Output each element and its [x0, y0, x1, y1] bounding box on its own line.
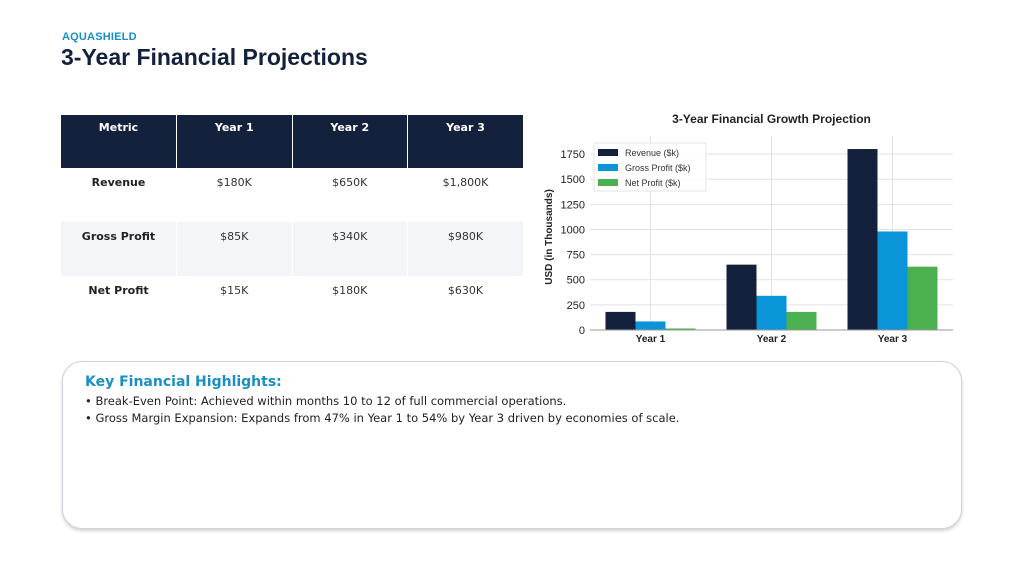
- table-row: Gross Profit $85K $340K $980K: [61, 222, 523, 276]
- financial-table: Metric Year 1 Year 2 Year 3 Revenue $180…: [61, 115, 523, 330]
- table-cell: $1,800K: [442, 176, 489, 189]
- bar: [635, 321, 666, 330]
- legend-swatch: [598, 164, 618, 171]
- row-label-gross-profit: Gross Profit: [61, 222, 177, 276]
- row-label-net-profit: Net Profit: [61, 276, 177, 330]
- y-tick-label: 1500: [561, 174, 585, 186]
- bar: [877, 231, 908, 330]
- table-cell: $15K: [176, 276, 293, 330]
- highlights-title: Key Financial Highlights:: [85, 374, 282, 390]
- header-year-3: Year 3: [407, 115, 523, 168]
- x-tick-label: Year 1: [636, 334, 666, 345]
- bar: [726, 264, 757, 330]
- header-metric: Metric: [61, 115, 177, 168]
- table-cell: $980K: [407, 222, 523, 276]
- table-cell: $180K: [176, 168, 293, 222]
- bar: [907, 266, 938, 330]
- row-label-revenue: Revenue: [61, 168, 177, 222]
- x-tick-label: Year 3: [878, 334, 908, 345]
- legend-label: Net Profit ($k): [625, 178, 681, 188]
- bar: [847, 149, 878, 330]
- table-cell: $650K: [292, 168, 408, 222]
- table-cell: $630K: [447, 284, 484, 297]
- legend-label: Gross Profit ($k): [625, 163, 691, 173]
- legend-swatch: [598, 149, 618, 156]
- bar: [786, 311, 817, 330]
- highlights-panel: Key Financial Highlights: • Break-Even P…: [62, 361, 962, 529]
- brand-label: AQUASHIELD: [62, 31, 137, 43]
- table-cell: $85K: [176, 222, 293, 276]
- chart-title: 3-Year Financial Growth Projection: [672, 112, 871, 126]
- table-row: Revenue $180K $650K $1,800K: [61, 168, 523, 222]
- bar: [756, 295, 787, 330]
- bar: [665, 328, 696, 330]
- y-tick-label: 1750: [561, 149, 585, 161]
- legend-label: Revenue ($k): [625, 148, 679, 158]
- header-year-2: Year 2: [292, 115, 408, 168]
- y-tick-label: 1000: [561, 224, 585, 236]
- table-row: Net Profit $15K $180K $630K: [61, 276, 523, 330]
- legend-swatch: [598, 179, 618, 186]
- bar: [605, 311, 636, 330]
- y-tick-label: 250: [567, 300, 585, 312]
- header-year-1: Year 1: [176, 115, 293, 168]
- x-tick-label: Year 2: [757, 334, 787, 345]
- y-tick-label: 0: [579, 325, 585, 337]
- highlight-item: • Gross Margin Expansion: Expands from 4…: [85, 411, 680, 425]
- chart-svg: 3-Year Financial Growth Projection 0 250 50…: [544, 112, 953, 345]
- y-tick-label: 500: [567, 275, 585, 287]
- table-header-row: Metric Year 1 Year 2 Year 3: [61, 115, 523, 168]
- y-tick-label: 750: [567, 250, 585, 262]
- table-cell: $340K: [292, 222, 408, 276]
- y-axis-label: USD (in Thousands): [544, 189, 555, 285]
- y-tick-label: 1250: [561, 199, 585, 211]
- highlight-item: • Break-Even Point: Achieved within mont…: [85, 394, 567, 408]
- page-title: 3-Year Financial Projections: [61, 44, 368, 70]
- growth-chart: 3-Year Financial Growth Projection 0 250 50…: [536, 106, 966, 351]
- table-cell: $180K: [292, 276, 408, 330]
